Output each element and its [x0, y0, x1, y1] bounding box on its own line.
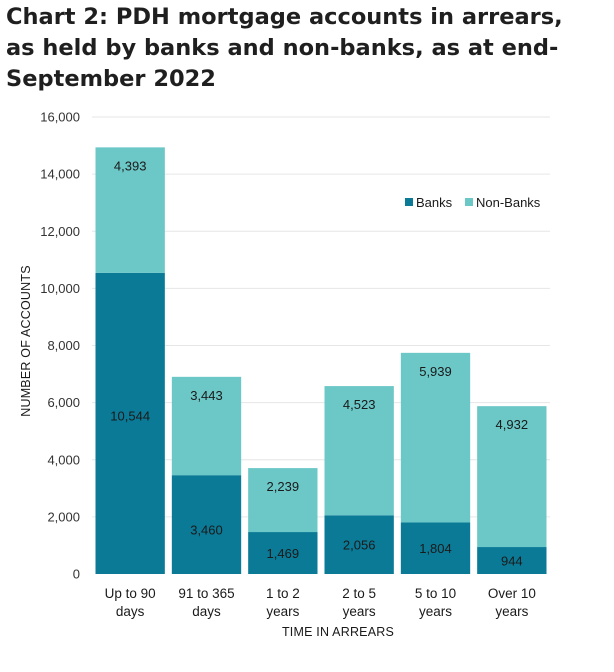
bar-label-banks: 10,544 [110, 408, 150, 423]
bar-segment-banks [248, 532, 318, 574]
bar-label-banks: 944 [501, 554, 523, 569]
bar-segment-banks [400, 522, 471, 574]
x-category-label: 91 to 365 [178, 586, 234, 601]
bar-label-banks: 1,804 [419, 541, 452, 556]
y-axis-ticks: 0 2,000 4,000 6,000 8,000 10,000 12,000 14,000 1… [40, 110, 80, 582]
bar-segment-banks [324, 515, 394, 574]
y-tick-label: 4,000 [47, 452, 80, 467]
bar-label-non-banks: 2,239 [267, 479, 300, 494]
x-category-label: days [116, 604, 145, 619]
y-axis-title: NUMBER OF ACCOUNTS [19, 265, 33, 417]
legend-label-banks: Banks [416, 195, 453, 210]
x-axis-categories: Up to 90 days 91 to 365 days 1 to 2 years 2 to… [105, 586, 536, 619]
gridlines [92, 116, 550, 518]
bar-label-non-banks: 3,443 [190, 388, 223, 403]
bar-segment-banks [477, 547, 547, 574]
y-tick-label: 14,000 [40, 167, 80, 182]
bar-segment-banks [95, 272, 165, 574]
legend: Banks Non-Banks [405, 195, 541, 210]
y-tick-label: 8,000 [47, 338, 80, 353]
chart-title: Chart 2: PDH mortgage accounts in arrear… [6, 2, 606, 95]
bar-segment-non-banks [95, 147, 165, 273]
bar-label-non-banks: 5,939 [419, 364, 452, 379]
y-tick-label: 2,000 [47, 509, 80, 524]
bar-segment-banks [171, 475, 242, 574]
x-category-label: years [419, 604, 452, 619]
bar-label-banks: 2,056 [343, 538, 376, 553]
legend-swatch-non-banks [465, 198, 473, 206]
chart-title-line-2: as held by banks and non-banks, as at en… [6, 35, 559, 61]
x-category-label: 1 to 2 [266, 586, 300, 601]
bar-segment-non-banks [248, 468, 318, 533]
x-axis-title: TIME IN ARREARS [282, 625, 394, 639]
bar-label-non-banks: 4,393 [114, 158, 147, 173]
y-tick-label: 0 [73, 567, 80, 582]
bar-segment-non-banks [324, 386, 394, 516]
y-tick-label: 12,000 [40, 224, 80, 239]
x-category-label: Up to 90 [105, 586, 156, 601]
bar-label-banks: 3,460 [190, 522, 223, 537]
x-category-label: Over 10 [488, 586, 536, 601]
x-category-label: 5 to 10 [415, 586, 456, 601]
bar-segment-non-banks [171, 376, 242, 476]
y-tick-label: 10,000 [40, 281, 80, 296]
x-category-label: years [495, 604, 528, 619]
legend-swatch-banks [405, 198, 413, 206]
bar-segment-non-banks [400, 352, 471, 523]
chart-title-line-1: Chart 2: PDH mortgage accounts in arrear… [6, 4, 563, 30]
bars [95, 147, 547, 574]
legend-label-non-banks: Non-Banks [476, 195, 541, 210]
bar-label-non-banks: 4,523 [343, 397, 376, 412]
x-category-label: days [192, 604, 221, 619]
bar-label-non-banks: 4,932 [496, 417, 529, 432]
bar-segment-non-banks [477, 406, 547, 548]
x-category-label: years [266, 604, 299, 619]
chart-title-line-3: September 2022 [6, 66, 216, 92]
bar-label-banks: 1,469 [267, 546, 300, 561]
y-tick-label: 16,000 [40, 110, 80, 125]
x-category-label: 2 to 5 [342, 586, 376, 601]
y-tick-label: 6,000 [47, 395, 80, 410]
x-category-label: years [343, 604, 376, 619]
bar-value-labels: 10,544 4,393 3,460 3,443 1,469 2,239 2,056 4,52… [110, 158, 528, 568]
